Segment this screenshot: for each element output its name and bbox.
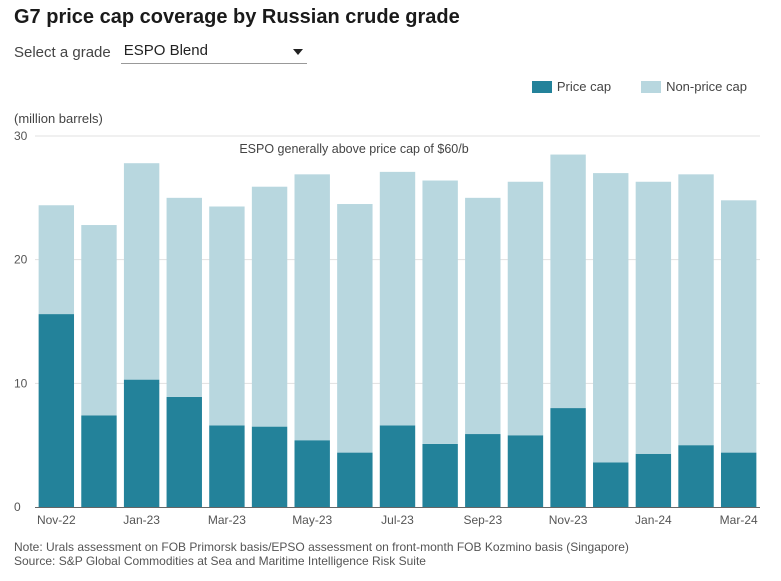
bar-non-price-cap-mar-24 — [720, 200, 757, 453]
bar-non-price-cap-jan-24 — [635, 181, 672, 454]
bar-price-cap-jan-24 — [635, 453, 672, 507]
x-tick-label: Nov-23 — [549, 513, 588, 527]
x-tick-label: Sep-23 — [463, 513, 502, 527]
footnote-note: Note: Urals assessment on FOB Primorsk b… — [14, 540, 629, 554]
legend-item-price-cap: Price cap — [531, 79, 612, 94]
bar-price-cap-nov-22 — [38, 314, 75, 507]
bar-price-cap-mar-23 — [209, 425, 245, 507]
bar-price-cap-aug-23 — [422, 443, 458, 507]
bar-price-cap-may-23 — [294, 440, 330, 507]
y-axis-unit-label: (million barrels) — [14, 111, 103, 126]
grade-selector-row: Select a grade ESPO Blend — [14, 41, 307, 64]
x-tick-label: Mar-23 — [208, 513, 246, 527]
bar-price-cap-dec-22 — [81, 415, 117, 507]
bar-price-cap-oct-23 — [507, 435, 544, 507]
y-tick-label: 0 — [14, 500, 21, 514]
footnotes: Note: Urals assessment on FOB Primorsk b… — [14, 540, 629, 568]
grade-selector-label: Select a grade — [14, 44, 111, 61]
bar-non-price-cap-sep-23 — [465, 197, 501, 435]
bar-non-price-cap-mar-23 — [209, 206, 245, 426]
chart-annotation: ESPO generally above price cap of $60/b — [239, 142, 468, 156]
bar-price-cap-dec-23 — [593, 462, 629, 507]
legend-item-non-price-cap: Non-price cap — [641, 79, 747, 94]
bar-price-cap-jul-23 — [379, 425, 416, 507]
y-tick-label: 10 — [14, 376, 28, 390]
grade-select-dropdown[interactable]: ESPO Blend — [120, 41, 307, 64]
bar-price-cap-nov-23 — [550, 408, 586, 507]
x-tick-label: Jan-23 — [123, 513, 160, 527]
bar-price-cap-mar-24 — [720, 452, 757, 507]
y-tick-label: 20 — [14, 253, 28, 267]
bar-non-price-cap-dec-22 — [81, 225, 117, 416]
bar-non-price-cap-dec-23 — [593, 173, 629, 463]
legend-swatch-non-price-cap — [641, 80, 662, 93]
bar-price-cap-feb-23 — [166, 396, 202, 507]
bar-price-cap-jan-23 — [123, 379, 160, 507]
bar-non-price-cap-feb-24 — [678, 174, 714, 446]
bar-non-price-cap-nov-23 — [550, 154, 586, 409]
bar-non-price-cap-jul-23 — [379, 171, 416, 426]
caret-down-icon — [292, 49, 303, 55]
footnote-source: Source: S&P Global Commodities at Sea an… — [14, 554, 426, 568]
x-tick-label: Nov-22 — [37, 513, 76, 527]
legend-swatch-price-cap — [531, 80, 552, 93]
bar-non-price-cap-oct-23 — [507, 181, 544, 436]
bar-non-price-cap-apr-23 — [251, 186, 288, 427]
bar-price-cap-jun-23 — [337, 452, 373, 507]
chart-title: G7 price cap coverage by Russian crude g… — [14, 6, 460, 28]
bar-price-cap-feb-24 — [678, 445, 714, 507]
x-tick-label: Jan-24 — [635, 513, 672, 527]
chart-legend: Price cap Non-price cap — [502, 79, 747, 94]
x-tick-label: May-23 — [292, 513, 332, 527]
bar-non-price-cap-aug-23 — [422, 180, 458, 444]
legend-label-price-cap: Price cap — [556, 79, 612, 94]
bar-price-cap-apr-23 — [251, 426, 288, 507]
bar-non-price-cap-jun-23 — [337, 204, 373, 453]
x-tick-label: Jul-23 — [381, 513, 414, 527]
grade-select-value: ESPO Blend — [123, 42, 208, 59]
x-tick-label: Mar-24 — [720, 513, 758, 527]
legend-label-non-price-cap: Non-price cap — [666, 79, 747, 94]
bar-non-price-cap-nov-22 — [38, 205, 75, 315]
bar-non-price-cap-jan-23 — [123, 163, 160, 380]
bar-price-cap-sep-23 — [465, 434, 501, 507]
y-tick-label: 30 — [14, 129, 28, 143]
bar-non-price-cap-may-23 — [294, 174, 330, 441]
bar-non-price-cap-feb-23 — [166, 197, 202, 397]
